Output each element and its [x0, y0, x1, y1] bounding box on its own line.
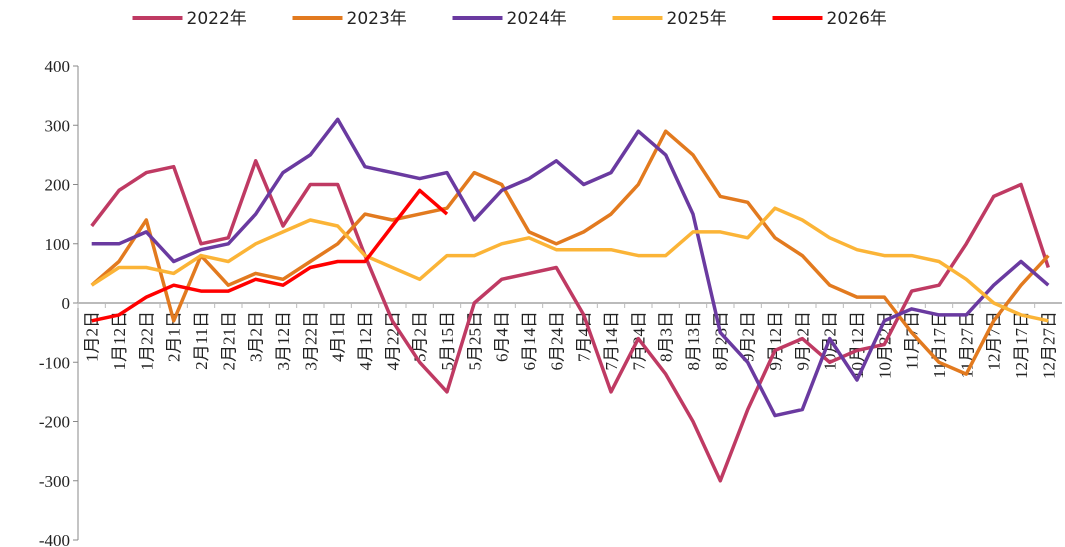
x-tick-label: 8月3日 [657, 311, 676, 362]
legend: 2022年 2023年 2024年 2025年 2026年 [132, 9, 887, 29]
x-tick-label: 5月2日 [411, 311, 430, 362]
x-tick-label: 12月27日 [1039, 311, 1058, 379]
x-tick-label: 6月14日 [520, 311, 539, 371]
x-tick-label: 2月1日 [165, 311, 184, 362]
x-tick-label: 2月21日 [219, 311, 238, 371]
legend-label: 2025年 [667, 9, 727, 29]
x-tick-label: 2月11日 [192, 311, 211, 370]
x-tick-label: 3月2日 [247, 311, 266, 362]
y-tick-label: -100 [39, 353, 70, 372]
series-line [90, 129, 1050, 376]
x-tick-label: 5月25日 [465, 311, 484, 371]
x-tick-label: 6月24日 [547, 311, 566, 371]
y-tick-label: 400 [45, 57, 71, 76]
y-tick-label: -300 [39, 472, 70, 491]
x-tick-label: 8月23日 [711, 311, 730, 371]
y-tick-label: 300 [45, 116, 71, 135]
x-tick-label: 1月12日 [110, 311, 129, 371]
x-tick-label: 11月27日 [957, 311, 976, 378]
x-tick-label: 3月12日 [274, 311, 293, 371]
x-tick-label: 7月4日 [575, 311, 594, 362]
legend-label: 2026年 [827, 9, 887, 29]
legend-label: 2022年 [187, 9, 247, 29]
legend-label: 2023年 [347, 9, 407, 29]
y-tick-label: 100 [45, 235, 71, 254]
series-line [90, 159, 1050, 483]
x-tick-label: 5月15日 [438, 311, 457, 371]
series-line [91, 188, 449, 323]
y-tick-label: -400 [39, 531, 70, 547]
x-tick-label: 6月4日 [493, 311, 512, 362]
legend-label: 2024年 [507, 9, 567, 29]
x-tick-label: 12月17日 [1012, 311, 1031, 379]
x-tick-label: 8月13日 [684, 311, 703, 371]
y-tick-label: 200 [45, 176, 71, 195]
x-tick-label: 3月22日 [301, 311, 320, 371]
x-tick-label: 4月12日 [356, 311, 375, 371]
x-tick-label: 9月2日 [739, 311, 758, 362]
y-tick-label: -200 [39, 413, 70, 432]
x-tick-label: 1月22日 [137, 311, 156, 371]
x-tick-label: 11月17日 [930, 311, 949, 378]
y-tick-label: 0 [62, 294, 71, 313]
x-tick-label: 4月1日 [329, 311, 348, 362]
x-tick-label: 7月14日 [602, 311, 621, 371]
x-tick-label: 10月12日 [848, 311, 867, 379]
series-line [90, 206, 1049, 323]
x-tick-label: 1月2日 [83, 311, 102, 362]
series-line [91, 117, 1050, 418]
